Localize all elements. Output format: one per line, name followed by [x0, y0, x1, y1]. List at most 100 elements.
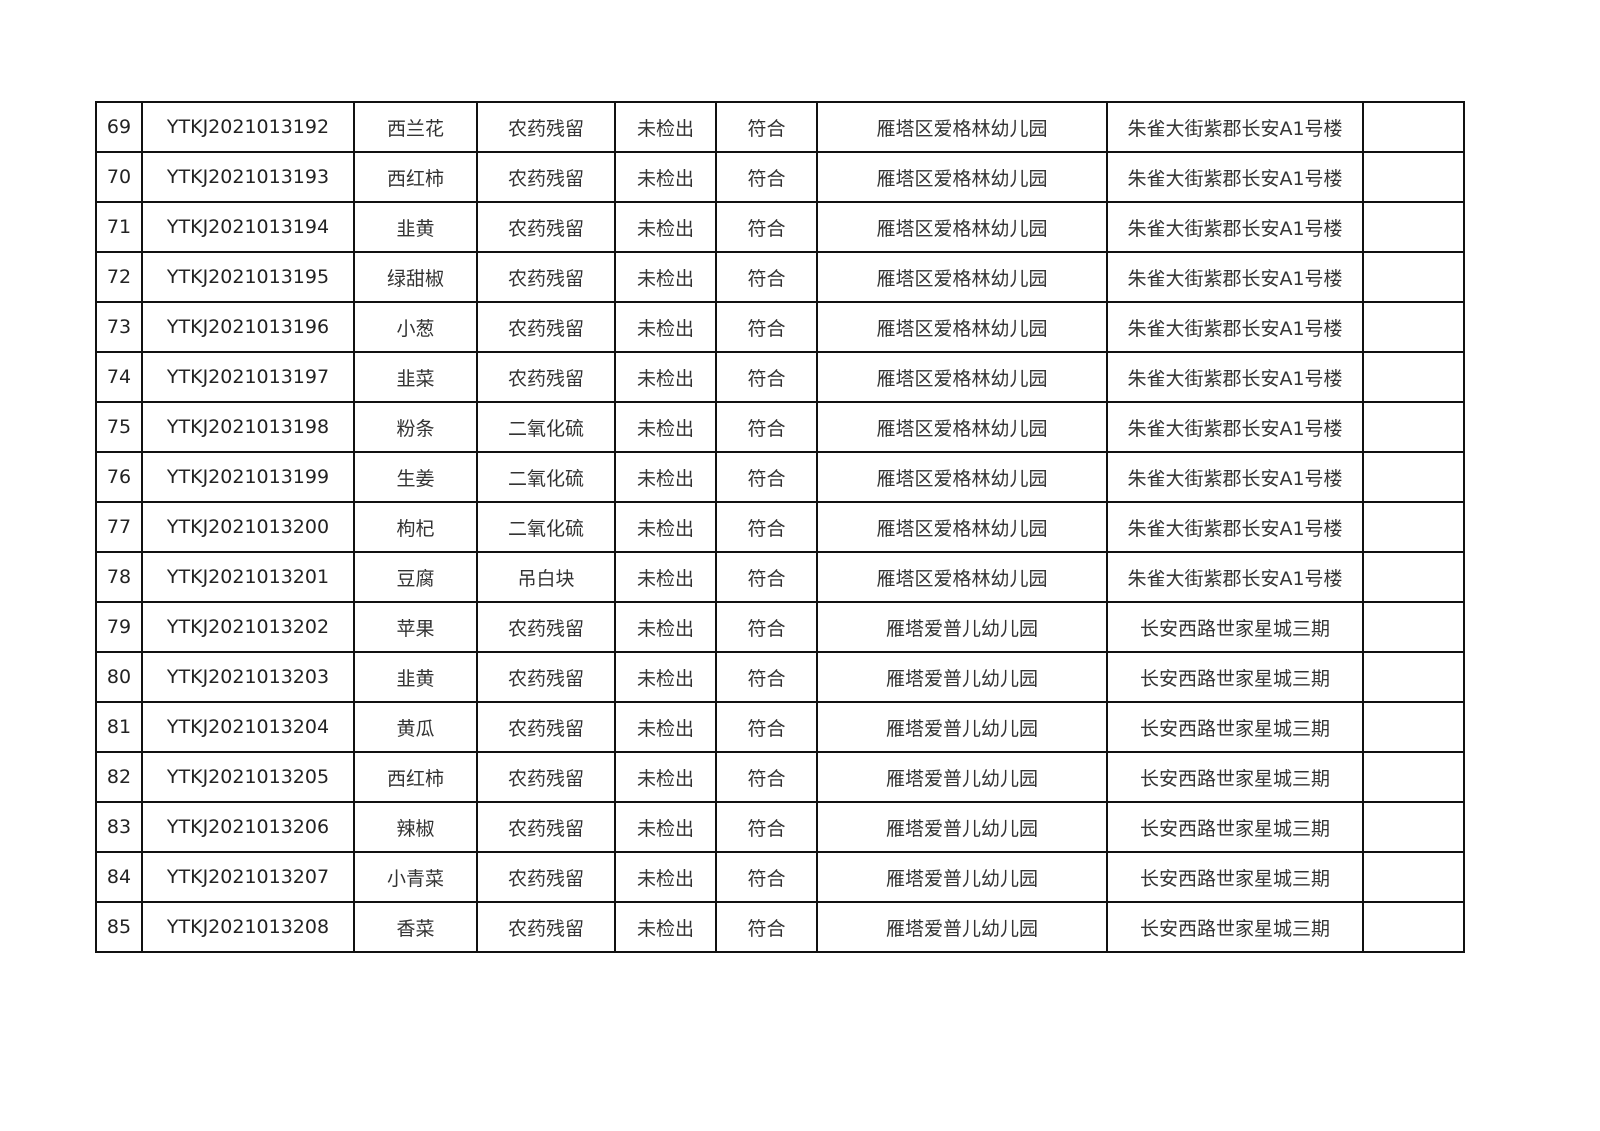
address-cell: 朱雀大街紫郡长安A1号楼 — [1106, 251, 1364, 303]
conclusion-cell: 符合 — [715, 451, 818, 503]
conclusion-cell: 符合 — [715, 501, 818, 553]
test-result-cell: 未检出 — [614, 201, 717, 253]
sample-id-cell: YTKJ2021013208 — [141, 901, 355, 953]
row-number-cell: 83 — [95, 801, 143, 853]
address-cell: 朱雀大街紫郡长安A1号楼 — [1106, 351, 1364, 403]
sample-name-cell: 绿甜椒 — [353, 251, 478, 303]
address-cell: 朱雀大街紫郡长安A1号楼 — [1106, 501, 1364, 553]
remarks-cell — [1362, 601, 1465, 653]
remarks-cell — [1362, 251, 1465, 303]
test-item-cell: 农药残留 — [476, 101, 616, 153]
address-cell: 朱雀大街紫郡长安A1号楼 — [1106, 151, 1364, 203]
test-result-cell: 未检出 — [614, 651, 717, 703]
test-item-cell: 农药残留 — [476, 751, 616, 803]
sample-id-cell: YTKJ2021013198 — [141, 401, 355, 453]
row-number-cell: 70 — [95, 151, 143, 203]
sample-id-cell: YTKJ2021013206 — [141, 801, 355, 853]
remarks-cell — [1362, 801, 1465, 853]
test-result-cell: 未检出 — [614, 851, 717, 903]
conclusion-cell: 符合 — [715, 851, 818, 903]
table-row: 74 YTKJ2021013197 韭菜 农药残留 未检出 符合 雁塔区爱格林幼儿园 朱雀大街… — [95, 351, 1465, 403]
sample-name-cell: 生姜 — [353, 451, 478, 503]
table-row: 83 YTKJ2021013206 辣椒 农药残留 未检出 符合 雁塔爱普儿幼儿园 长安西路世… — [95, 801, 1465, 853]
inspection-results-table: 69 YTKJ2021013192 西兰花 农药残留 未检出 符合 雁塔区爱格林幼儿园 朱雀大… — [95, 101, 1465, 953]
conclusion-cell: 符合 — [715, 351, 818, 403]
test-result-cell: 未检出 — [614, 901, 717, 953]
conclusion-cell: 符合 — [715, 251, 818, 303]
test-item-cell: 农药残留 — [476, 851, 616, 903]
row-number-cell: 69 — [95, 101, 143, 153]
address-cell: 长安西路世家星城三期 — [1106, 751, 1364, 803]
row-number-cell: 81 — [95, 701, 143, 753]
sample-name-cell: 枸杞 — [353, 501, 478, 553]
remarks-cell — [1362, 101, 1465, 153]
conclusion-cell: 符合 — [715, 601, 818, 653]
sample-name-cell: 韭菜 — [353, 351, 478, 403]
sample-id-cell: YTKJ2021013197 — [141, 351, 355, 403]
row-number-cell: 75 — [95, 401, 143, 453]
address-cell: 朱雀大街紫郡长安A1号楼 — [1106, 201, 1364, 253]
institution-name-cell: 雁塔区爱格林幼儿园 — [816, 551, 1108, 603]
row-number-cell: 84 — [95, 851, 143, 903]
table-row: 69 YTKJ2021013192 西兰花 农药残留 未检出 符合 雁塔区爱格林幼儿园 朱雀大… — [95, 101, 1465, 153]
address-cell: 长安西路世家星城三期 — [1106, 901, 1364, 953]
sample-name-cell: 西红柿 — [353, 151, 478, 203]
conclusion-cell: 符合 — [715, 551, 818, 603]
address-cell: 长安西路世家星城三期 — [1106, 851, 1364, 903]
test-result-cell: 未检出 — [614, 101, 717, 153]
sample-name-cell: 韭黄 — [353, 201, 478, 253]
institution-name-cell: 雁塔区爱格林幼儿园 — [816, 401, 1108, 453]
institution-name-cell: 雁塔区爱格林幼儿园 — [816, 101, 1108, 153]
sample-name-cell: 辣椒 — [353, 801, 478, 853]
table-row: 85 YTKJ2021013208 香菜 农药残留 未检出 符合 雁塔爱普儿幼儿园 长安西路世… — [95, 901, 1465, 953]
row-number-cell: 82 — [95, 751, 143, 803]
conclusion-cell: 符合 — [715, 701, 818, 753]
conclusion-cell: 符合 — [715, 101, 818, 153]
address-cell: 长安西路世家星城三期 — [1106, 601, 1364, 653]
address-cell: 长安西路世家星城三期 — [1106, 701, 1364, 753]
conclusion-cell: 符合 — [715, 301, 818, 353]
conclusion-cell: 符合 — [715, 651, 818, 703]
test-item-cell: 农药残留 — [476, 301, 616, 353]
institution-name-cell: 雁塔爱普儿幼儿园 — [816, 901, 1108, 953]
institution-name-cell: 雁塔爱普儿幼儿园 — [816, 651, 1108, 703]
test-item-cell: 农药残留 — [476, 651, 616, 703]
table-row: 70 YTKJ2021013193 西红柿 农药残留 未检出 符合 雁塔区爱格林幼儿园 朱雀大… — [95, 151, 1465, 203]
test-result-cell: 未检出 — [614, 701, 717, 753]
test-result-cell: 未检出 — [614, 351, 717, 403]
institution-name-cell: 雁塔爱普儿幼儿园 — [816, 701, 1108, 753]
test-item-cell: 二氧化硫 — [476, 451, 616, 503]
institution-name-cell: 雁塔区爱格林幼儿园 — [816, 351, 1108, 403]
test-result-cell: 未检出 — [614, 151, 717, 203]
remarks-cell — [1362, 751, 1465, 803]
test-item-cell: 农药残留 — [476, 801, 616, 853]
institution-name-cell: 雁塔区爱格林幼儿园 — [816, 451, 1108, 503]
sample-name-cell: 西兰花 — [353, 101, 478, 153]
table-body: 69 YTKJ2021013192 西兰花 农药残留 未检出 符合 雁塔区爱格林幼儿园 朱雀大… — [95, 101, 1465, 953]
remarks-cell — [1362, 151, 1465, 203]
remarks-cell — [1362, 851, 1465, 903]
remarks-cell — [1362, 201, 1465, 253]
test-result-cell: 未检出 — [614, 551, 717, 603]
row-number-cell: 79 — [95, 601, 143, 653]
sample-name-cell: 小葱 — [353, 301, 478, 353]
sample-name-cell: 香菜 — [353, 901, 478, 953]
test-result-cell: 未检出 — [614, 451, 717, 503]
row-number-cell: 77 — [95, 501, 143, 553]
institution-name-cell: 雁塔区爱格林幼儿园 — [816, 251, 1108, 303]
test-result-cell: 未检出 — [614, 251, 717, 303]
sample-name-cell: 小青菜 — [353, 851, 478, 903]
test-item-cell: 农药残留 — [476, 701, 616, 753]
sample-id-cell: YTKJ2021013207 — [141, 851, 355, 903]
sample-id-cell: YTKJ2021013201 — [141, 551, 355, 603]
table-row: 78 YTKJ2021013201 豆腐 吊白块 未检出 符合 雁塔区爱格林幼儿园 朱雀大街紫… — [95, 551, 1465, 603]
test-item-cell: 农药残留 — [476, 151, 616, 203]
sample-id-cell: YTKJ2021013202 — [141, 601, 355, 653]
address-cell: 朱雀大街紫郡长安A1号楼 — [1106, 551, 1364, 603]
test-item-cell: 农药残留 — [476, 351, 616, 403]
row-number-cell: 71 — [95, 201, 143, 253]
test-result-cell: 未检出 — [614, 601, 717, 653]
table-row: 79 YTKJ2021013202 苹果 农药残留 未检出 符合 雁塔爱普儿幼儿园 长安西路世… — [95, 601, 1465, 653]
table-row: 81 YTKJ2021013204 黄瓜 农药残留 未检出 符合 雁塔爱普儿幼儿园 长安西路世… — [95, 701, 1465, 753]
row-number-cell: 76 — [95, 451, 143, 503]
